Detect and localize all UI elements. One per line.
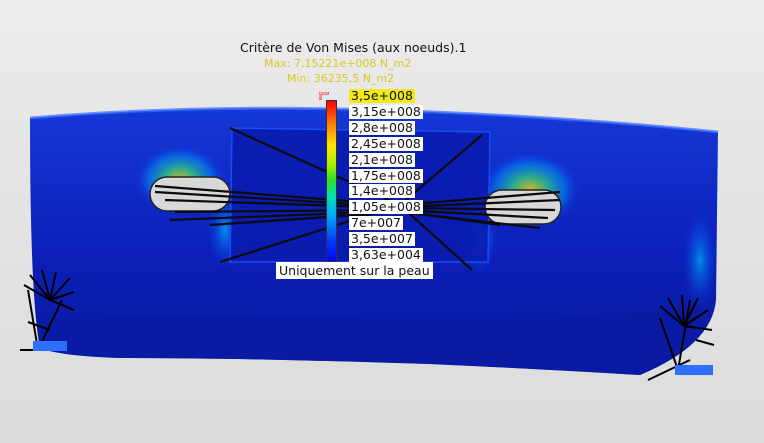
clamp-restraint-right-icon[interactable] <box>647 294 715 381</box>
legend-min-value: Min: 36235,5 N_m2 <box>287 72 395 85</box>
scale-tick-6: 1,75e+008 <box>349 168 423 183</box>
scale-tick-3: 2,8e+008 <box>349 120 415 135</box>
color-scale-bar[interactable] <box>326 100 337 262</box>
scale-tick-2: 3,15e+008 <box>349 104 423 119</box>
scale-tick-4: 2,45e+008 <box>349 136 423 151</box>
part-lower-fold <box>40 305 700 375</box>
display-option-label[interactable]: Uniquement sur la peau <box>276 262 433 279</box>
scale-tick-9: 7e+007 <box>349 215 403 230</box>
stress-glow-right-edge <box>682 210 718 310</box>
scale-tick-10: 3,5e+007 <box>349 231 415 246</box>
scale-tick-7: 1,4e+008 <box>349 183 415 198</box>
scale-tick-5: 2,1e+008 <box>349 152 415 167</box>
scale-tick-11: 3,63e+004 <box>349 247 423 262</box>
legend-title: Critère de Von Mises (aux noeuds).1 <box>240 40 467 55</box>
scale-tick-8: 1,05e+008 <box>349 199 423 214</box>
scale-tick-1: 3,5e+008 <box>349 88 415 103</box>
clamp-restraint-left-icon[interactable] <box>20 269 75 351</box>
legend-max-value: Max: 7,15221e+008 N_m2 <box>264 57 412 70</box>
scale-marker-icon[interactable] <box>319 92 329 100</box>
